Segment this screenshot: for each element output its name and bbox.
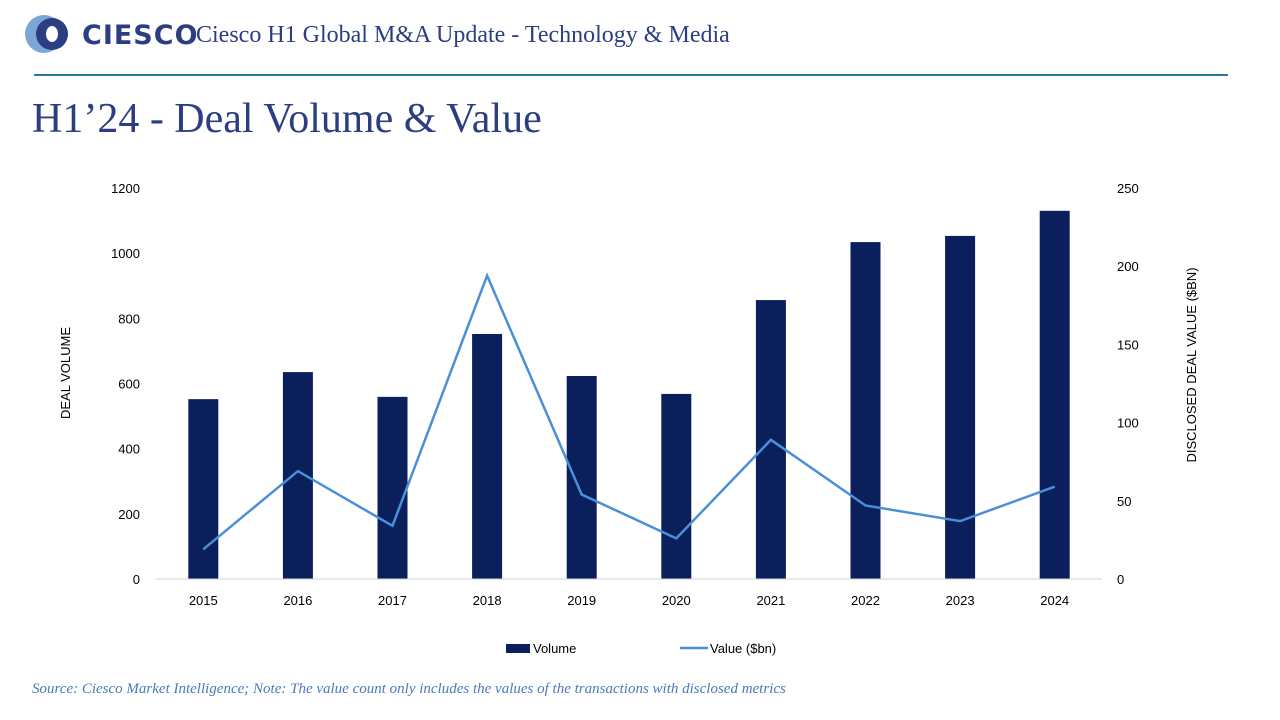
x-tick-label: 2017 xyxy=(378,593,407,608)
y-tick-label: 600 xyxy=(118,377,140,392)
y-axis-label: DEAL VOLUME xyxy=(58,327,73,419)
bar-volume-2019 xyxy=(566,376,597,579)
bar-volume-2016 xyxy=(282,372,313,579)
bar-volume-2018 xyxy=(472,333,503,579)
legend-volume-label: Volume xyxy=(533,641,576,656)
y-tick-label: 1000 xyxy=(111,246,140,261)
bar-volume-2022 xyxy=(850,242,881,580)
bar-volume-2017 xyxy=(377,396,408,579)
x-tick-label: 2023 xyxy=(946,593,975,608)
y-tick-label: 200 xyxy=(118,507,140,522)
y2-tick-label: 250 xyxy=(1117,181,1139,196)
header-divider xyxy=(34,74,1228,76)
x-tick-label: 2024 xyxy=(1040,593,1069,608)
bar-volume-2015 xyxy=(188,399,219,579)
x-tick-label: 2018 xyxy=(473,593,502,608)
x-tick-label: 2020 xyxy=(662,593,691,608)
bar-volume-2023 xyxy=(945,235,976,579)
bar-volume-2024 xyxy=(1039,210,1070,579)
y2-tick-label: 50 xyxy=(1117,494,1131,509)
legend-volume-swatch xyxy=(506,644,530,653)
x-tick-label: 2019 xyxy=(567,593,596,608)
y2-tick-label: 100 xyxy=(1117,416,1139,431)
y2-tick-label: 0 xyxy=(1117,572,1124,587)
x-tick-label: 2021 xyxy=(756,593,785,608)
y2-tick-label: 200 xyxy=(1117,259,1139,274)
y-tick-label: 400 xyxy=(118,442,140,457)
legend-value-label: Value ($bn) xyxy=(710,641,776,656)
bar-volume-2020 xyxy=(661,393,692,579)
source-note: Source: Ciesco Market Intelligence; Note… xyxy=(32,681,786,697)
y-tick-label: 1200 xyxy=(111,181,140,196)
brand-name: CIESCO xyxy=(82,20,199,51)
y2-tick-label: 150 xyxy=(1117,337,1139,352)
x-tick-label: 2015 xyxy=(189,593,218,608)
value-line xyxy=(202,272,1056,551)
y2-axis-label: DISCLOSED DEAL VALUE ($BN) xyxy=(1184,267,1199,462)
page-title: H1’24 - Deal Volume & Value xyxy=(32,96,542,142)
y-tick-label: 800 xyxy=(118,311,140,326)
ciesco-logo xyxy=(25,15,68,53)
x-tick-label: 2022 xyxy=(851,593,880,608)
x-tick-label: 2016 xyxy=(283,593,312,608)
y-tick-label: 0 xyxy=(133,572,140,587)
header-subtitle: Ciesco H1 Global M&A Update - Technology… xyxy=(196,22,730,48)
